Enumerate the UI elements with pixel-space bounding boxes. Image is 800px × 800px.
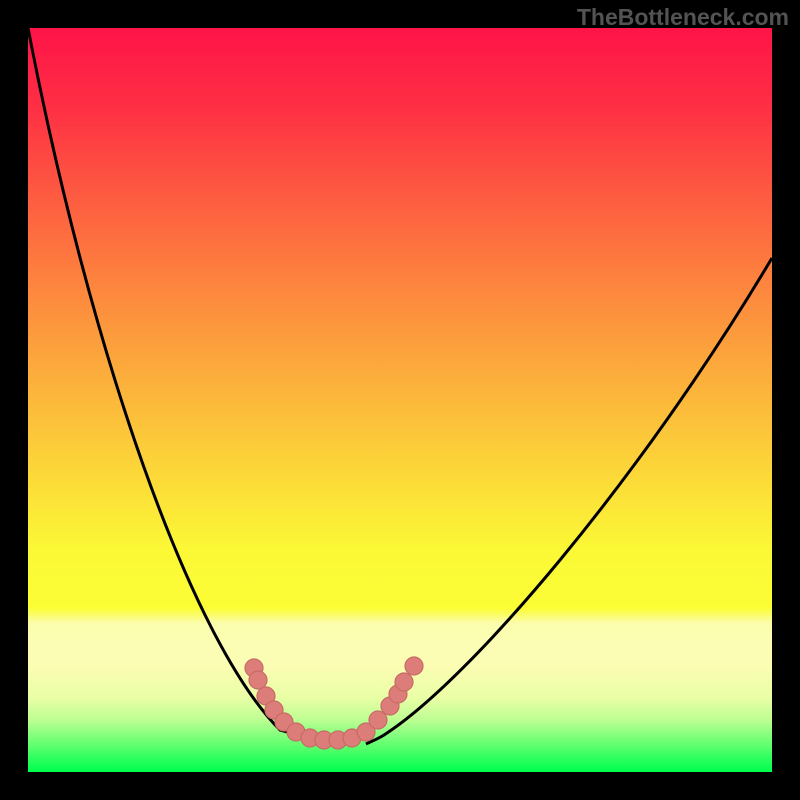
left-curve bbox=[28, 28, 320, 744]
curve-layer bbox=[28, 28, 772, 772]
plot-area bbox=[28, 28, 772, 772]
curve-marker bbox=[249, 671, 267, 689]
watermark-text: TheBottleneck.com bbox=[577, 4, 789, 31]
curve-marker bbox=[405, 657, 423, 675]
right-curve bbox=[366, 258, 772, 744]
marker-group bbox=[245, 657, 423, 749]
curve-marker bbox=[395, 673, 413, 691]
chart-frame: TheBottleneck.com bbox=[0, 0, 800, 800]
